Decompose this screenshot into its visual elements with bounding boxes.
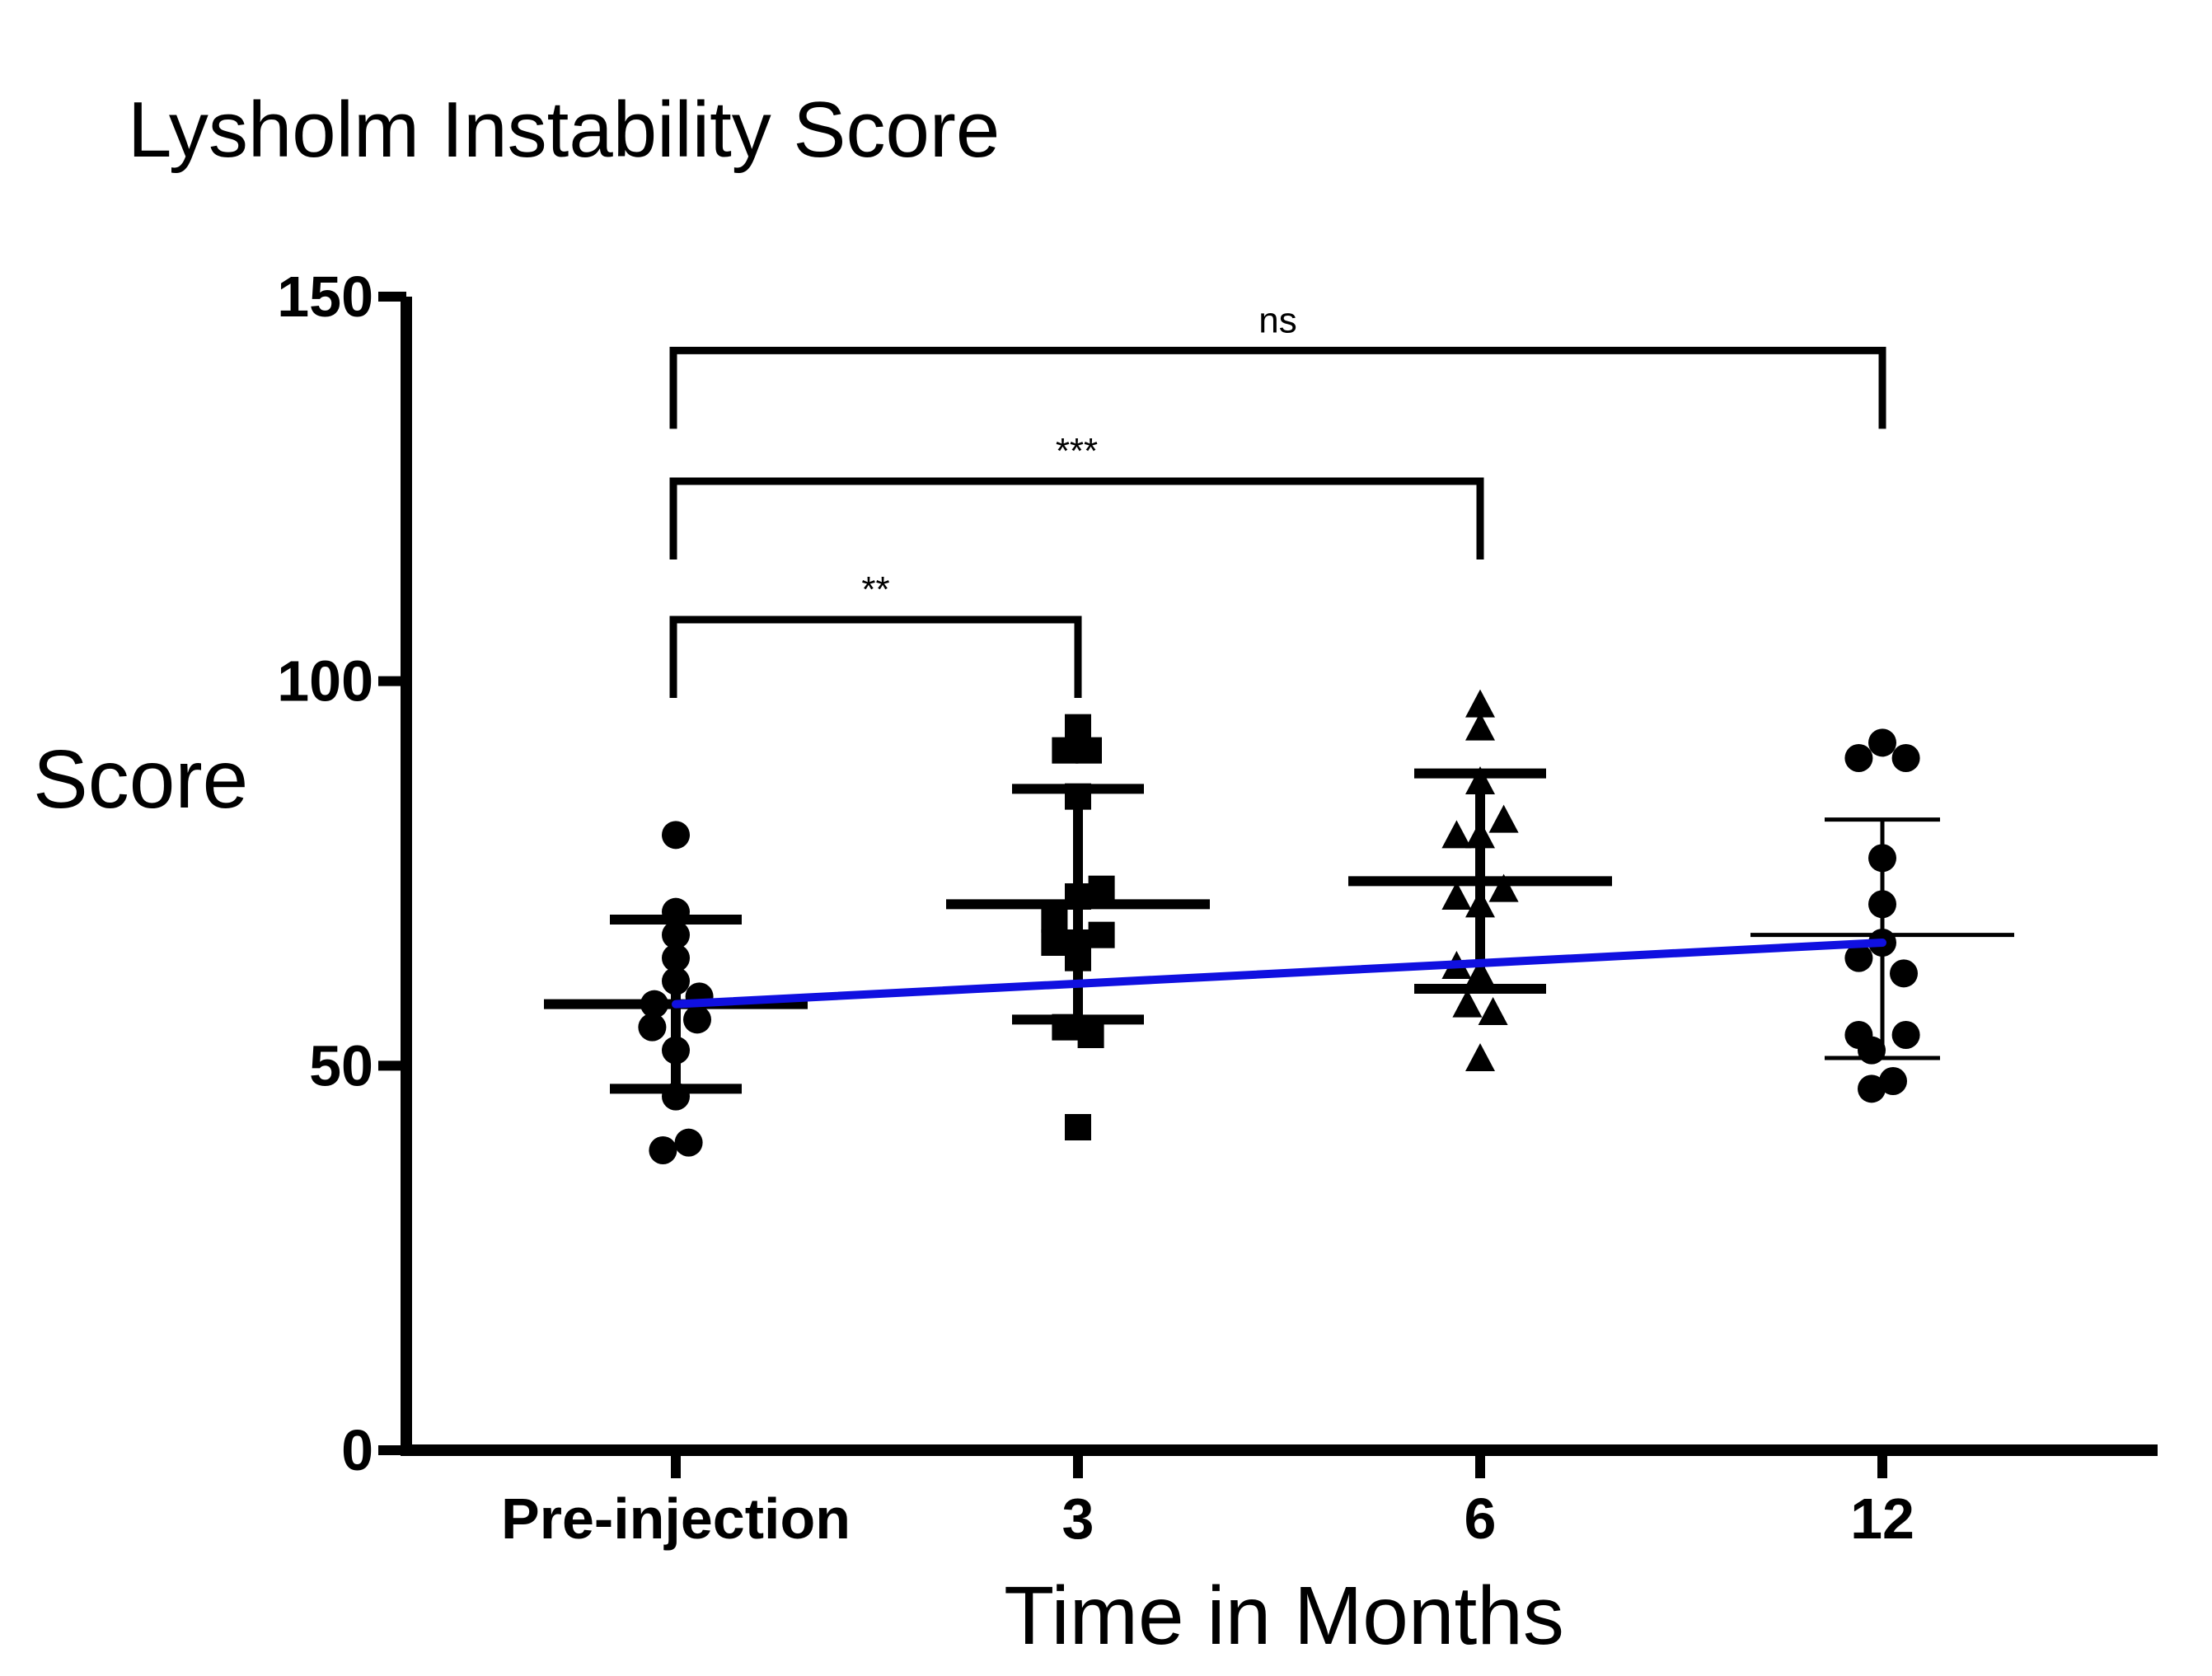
data-point [1465, 689, 1495, 718]
data-point [1065, 883, 1091, 910]
data-point [1465, 889, 1495, 918]
data-point [1868, 890, 1896, 919]
significance-label: *** [1056, 431, 1098, 471]
data-point [1452, 989, 1483, 1018]
data-point [1465, 958, 1495, 987]
data-point [1858, 1036, 1886, 1065]
data-point [1065, 714, 1091, 741]
data-point [662, 897, 690, 926]
data-point [1844, 943, 1873, 972]
data-point [1488, 873, 1519, 902]
data-point [1891, 744, 1920, 772]
x-tick-label: 3 [1062, 1486, 1094, 1551]
data-point [1891, 1021, 1920, 1049]
data-point [662, 967, 690, 995]
y-axis: 0 50 100 150 [277, 265, 412, 1482]
data-point [1065, 783, 1091, 810]
data-point [1478, 997, 1508, 1025]
data-point [1844, 744, 1873, 772]
x-tick-label: Pre-injection [501, 1486, 851, 1551]
y-tick-label: 0 [341, 1418, 373, 1482]
data-point [1868, 844, 1896, 873]
data-point [1488, 804, 1519, 833]
significance-bracket [669, 477, 1484, 559]
data-point [1879, 1067, 1907, 1095]
significance-label: ** [861, 569, 889, 610]
error-bars [544, 768, 2014, 1094]
data-point [1868, 728, 1896, 757]
data-point [1465, 712, 1495, 741]
data-point [683, 1005, 711, 1034]
y-tick-label: 50 [309, 1033, 373, 1098]
data-point [674, 1128, 703, 1157]
significance-bracket [669, 616, 1082, 698]
data-points [638, 689, 1920, 1164]
y-tick-label: 100 [277, 649, 373, 714]
data-point [1088, 921, 1115, 948]
data-point [1890, 959, 1918, 988]
data-point [649, 1136, 677, 1164]
data-point [1065, 1114, 1091, 1140]
data-point [1052, 1014, 1079, 1041]
data-point [638, 1013, 667, 1042]
x-axis: Pre-injection 3 6 12 [401, 1444, 2158, 1551]
data-point [1052, 737, 1079, 764]
data-point [1441, 820, 1472, 849]
significance-label: ns [1258, 300, 1296, 340]
x-tick-label: 12 [1850, 1486, 1914, 1551]
data-point [1076, 737, 1102, 764]
chart-title: Lysholm Instability Score [128, 86, 1000, 174]
data-point [662, 943, 690, 972]
data-point [1065, 944, 1091, 971]
trend-line [672, 939, 1886, 1009]
data-point [1465, 820, 1495, 849]
y-axis-title: Score [33, 733, 248, 826]
trend-line-group [672, 939, 1886, 1009]
data-point [640, 990, 668, 1018]
data-point [1041, 906, 1068, 933]
data-point [1465, 1043, 1495, 1071]
data-point [1088, 875, 1115, 902]
data-point [662, 1036, 690, 1065]
data-point [1041, 929, 1068, 956]
data-point [662, 920, 690, 949]
data-point [1858, 1074, 1886, 1103]
data-point [1465, 766, 1495, 794]
data-point [662, 821, 690, 850]
data-point [1441, 882, 1472, 910]
x-axis-title: Time in Months [1004, 1570, 1564, 1662]
y-tick-label: 150 [277, 265, 373, 329]
data-point [662, 1082, 690, 1111]
significance-bracket [669, 346, 1886, 429]
significance-brackets: *****ns [669, 300, 1886, 698]
x-tick-label: 6 [1465, 1486, 1497, 1551]
data-point [1077, 1022, 1104, 1048]
